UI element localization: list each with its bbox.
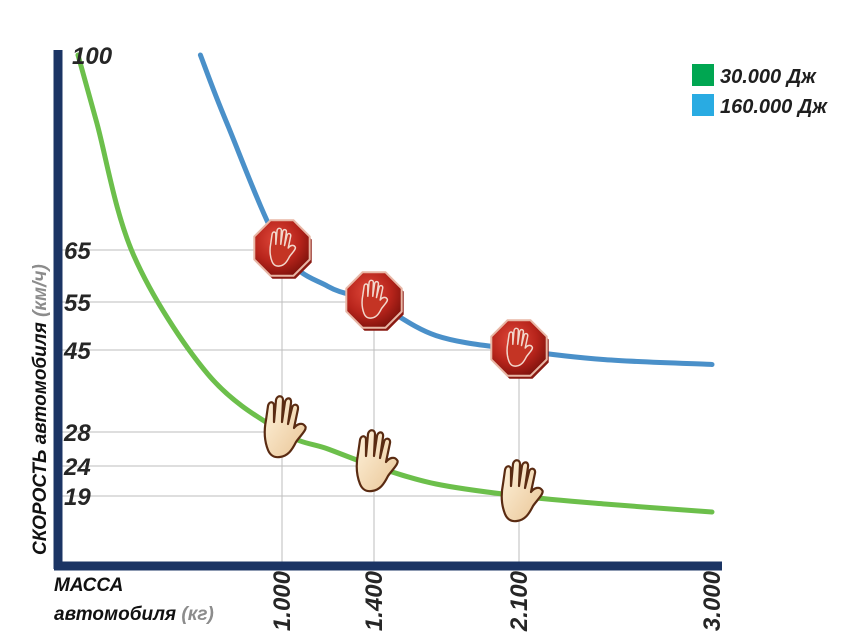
- series-line-2: [197, 52, 715, 367]
- x-tick-label: 3.000: [699, 570, 726, 631]
- y-tick-labels: 100 65 55 45 28 24 19: [63, 43, 113, 511]
- stop-sign-icon: [490, 319, 549, 379]
- x-axis-title-line2: автомобиля: [54, 604, 176, 625]
- x-tick-labels: 1.000 1.400 2.100 3.000: [269, 570, 726, 632]
- y-tick-label: 55: [64, 290, 91, 317]
- stop-sign-icon: [253, 219, 312, 279]
- series-line-1: [75, 52, 715, 515]
- y-tick-label: 28: [63, 420, 91, 447]
- y-tick-label: 100: [72, 43, 113, 70]
- x-axis-title-unit: (кг): [181, 604, 213, 625]
- x-tick-label: 1.000: [269, 570, 296, 631]
- legend-swatch: [692, 94, 714, 116]
- x-tick-label: 1.400: [361, 570, 388, 631]
- legend-swatch: [692, 64, 714, 86]
- stop-sign-icon: [345, 271, 404, 331]
- y-tick-label: 19: [64, 484, 91, 511]
- hand-icon: [263, 395, 307, 459]
- y-tick-label: 24: [63, 454, 91, 481]
- markers: [253, 219, 549, 523]
- legend-label: 30.000 Дж: [720, 66, 817, 88]
- x-tick-label: 2.100: [506, 570, 533, 632]
- x-axis-title: автомобиля (кг): [54, 604, 214, 625]
- x-axis-title-main: МАССА: [54, 575, 123, 596]
- y-axis-title-main: СКОРОСТЬ автомобиля: [30, 322, 51, 555]
- y-axis-title: СКОРОСТЬ автомобиля (км/ч): [30, 264, 51, 555]
- hand-icon: [500, 459, 544, 523]
- legend-label: 160.000 Дж: [720, 96, 828, 118]
- legend: 30.000 Дж 160.000 Дж: [692, 64, 828, 118]
- y-axis-title-unit: (км/ч): [30, 264, 51, 317]
- y-tick-label: 65: [64, 238, 91, 265]
- y-tick-label: 45: [63, 338, 91, 365]
- hand-icon: [355, 429, 399, 493]
